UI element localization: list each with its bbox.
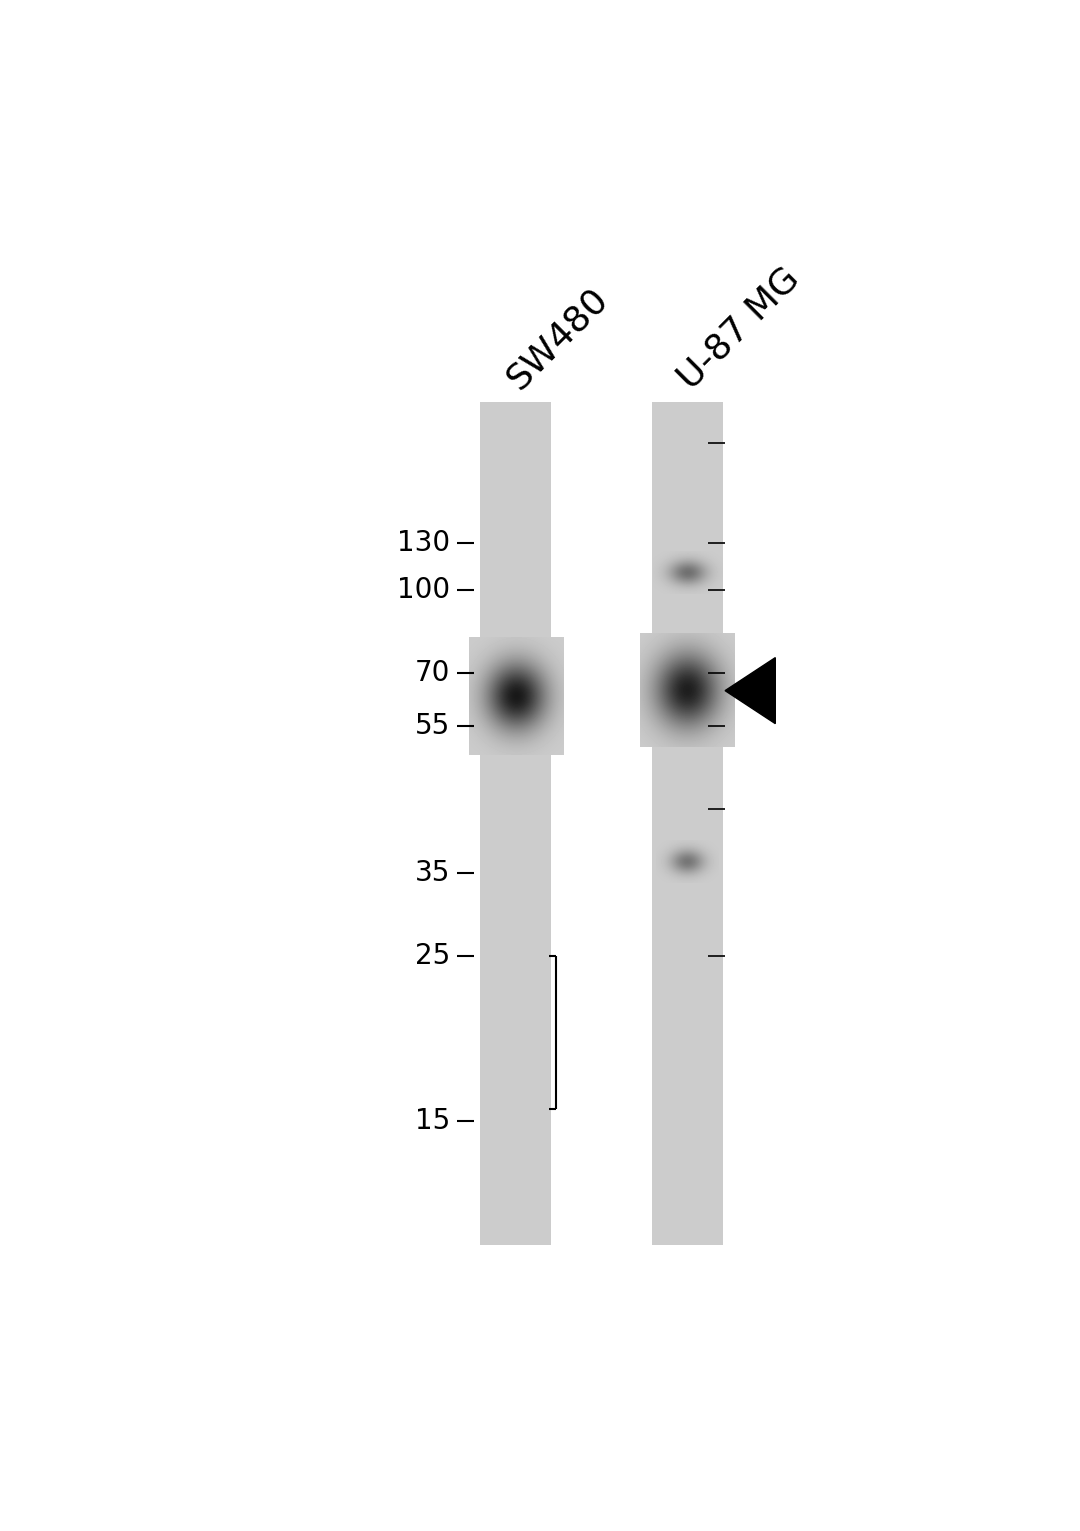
Text: 70: 70: [415, 658, 450, 687]
Text: SW480: SW480: [500, 282, 615, 397]
Text: U-87 MG: U-87 MG: [672, 262, 806, 397]
Text: 25: 25: [416, 942, 450, 969]
Text: 130: 130: [397, 530, 450, 557]
Text: 100: 100: [397, 577, 450, 605]
Text: 35: 35: [415, 859, 450, 888]
Text: 55: 55: [416, 712, 450, 739]
Text: 15: 15: [416, 1107, 450, 1134]
Polygon shape: [725, 658, 775, 724]
FancyBboxPatch shape: [652, 401, 723, 1245]
FancyBboxPatch shape: [481, 401, 552, 1245]
